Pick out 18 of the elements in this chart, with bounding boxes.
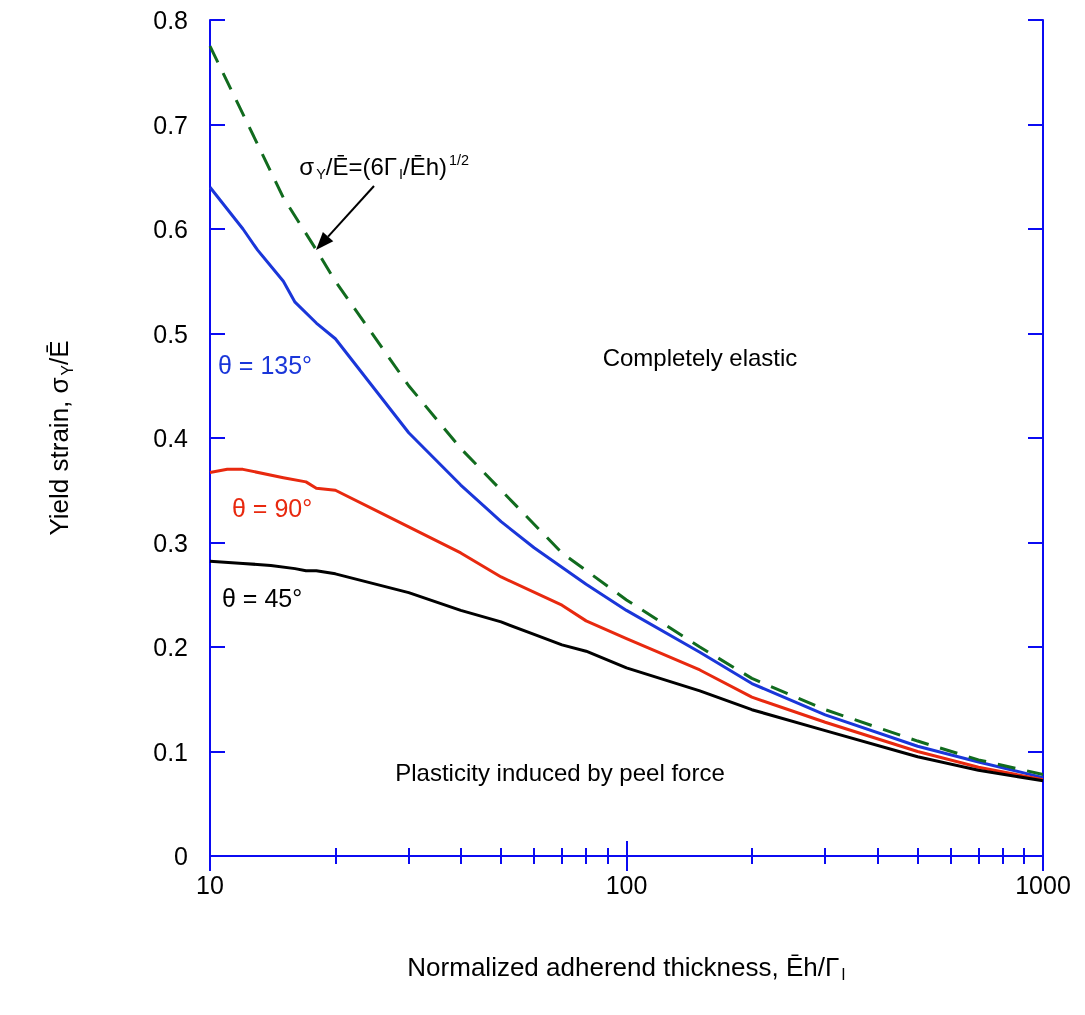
x-tick-label: 1000 xyxy=(1015,870,1071,899)
y-tick-label: 0.2 xyxy=(153,633,188,661)
y-tick-label: 0.5 xyxy=(153,319,188,348)
annotation: Completely elastic xyxy=(602,343,798,371)
y-tick-label: 0.1 xyxy=(153,737,188,766)
y-tick-label: 0 xyxy=(174,842,188,870)
y-tick-label: 0.7 xyxy=(153,110,188,139)
x-tick-label: 10 xyxy=(196,870,224,899)
y-axis-title: Yield strain, σY/Ē xyxy=(44,340,76,536)
series-label: θ = 90° xyxy=(232,494,313,523)
y-tick-label: 0.6 xyxy=(153,215,188,243)
x-tick-label: 100 xyxy=(605,870,648,899)
y-tick-label: 0.4 xyxy=(153,424,189,452)
annotation: Plasticity induced by peel force xyxy=(395,758,725,786)
series-label: θ = 135° xyxy=(218,351,313,380)
series-label: θ = 45° xyxy=(222,584,303,613)
y-tick-label: 0.3 xyxy=(153,528,188,557)
y-tick-label: 0.8 xyxy=(153,6,188,34)
